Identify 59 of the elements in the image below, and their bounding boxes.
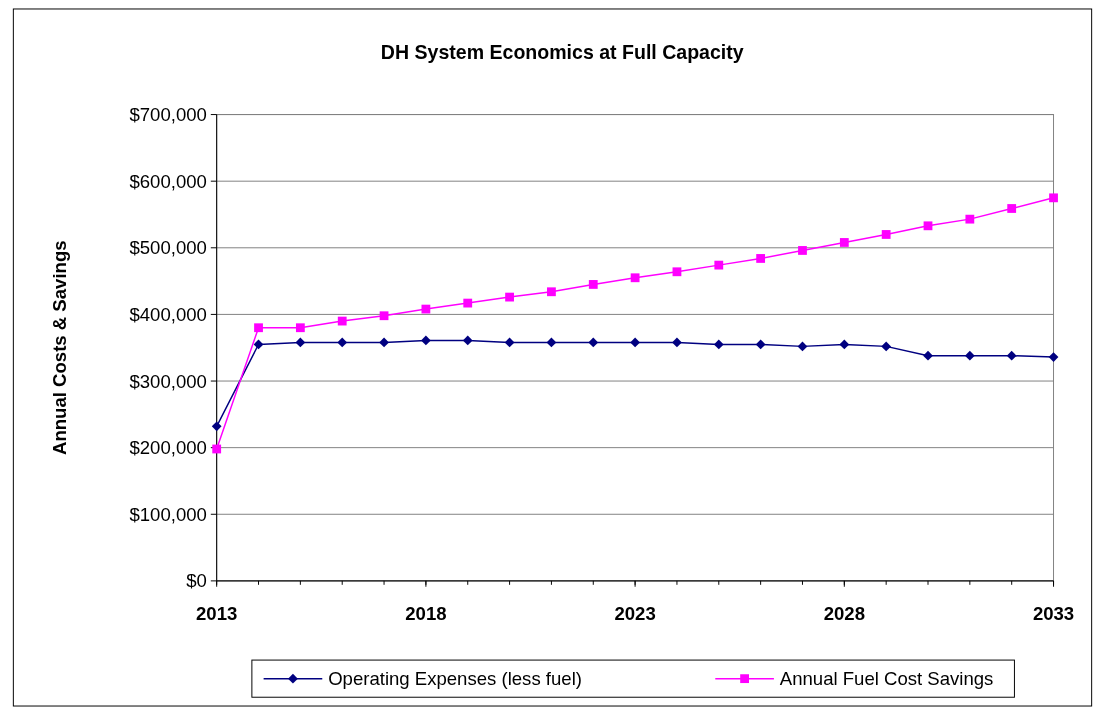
x-tick-label: 2028 bbox=[823, 602, 865, 624]
point bbox=[337, 316, 347, 326]
legend-label: Annual Fuel Cost Savings bbox=[779, 668, 994, 690]
point bbox=[463, 298, 473, 308]
x-tick-label: 2023 bbox=[614, 602, 656, 624]
point bbox=[421, 335, 431, 346]
point bbox=[211, 421, 222, 432]
point bbox=[672, 267, 682, 277]
y-tick-label: $300,000 bbox=[129, 370, 207, 392]
point bbox=[1007, 204, 1017, 213]
point bbox=[798, 246, 807, 255]
point bbox=[756, 254, 766, 263]
point bbox=[672, 337, 682, 348]
legend-label: Operating Expenses (less fuel) bbox=[328, 668, 582, 690]
point bbox=[630, 337, 640, 348]
point bbox=[755, 339, 766, 350]
point bbox=[295, 323, 305, 333]
point bbox=[964, 350, 975, 361]
point bbox=[337, 337, 348, 348]
point bbox=[839, 238, 849, 247]
point bbox=[1049, 193, 1058, 203]
y-tick-label: $0 bbox=[186, 570, 207, 592]
y-tick-label: $100,000 bbox=[129, 503, 207, 525]
y-tick-label: $400,000 bbox=[129, 303, 207, 325]
point bbox=[714, 260, 724, 270]
y-tick-label: $600,000 bbox=[129, 170, 207, 192]
point bbox=[421, 304, 431, 314]
y-tick-label: $500,000 bbox=[129, 237, 207, 259]
point bbox=[965, 214, 975, 224]
point bbox=[462, 335, 473, 346]
point bbox=[630, 273, 640, 283]
x-tick-label: 2013 bbox=[196, 602, 238, 624]
point bbox=[1048, 352, 1059, 362]
x-tick-label: 2018 bbox=[405, 602, 447, 624]
point bbox=[839, 339, 850, 350]
point bbox=[254, 323, 263, 333]
point bbox=[546, 337, 557, 348]
point bbox=[295, 337, 306, 348]
chart-title: DH System Economics at Full Capacity bbox=[380, 40, 744, 63]
point bbox=[923, 350, 933, 361]
x-tick-label: 2033 bbox=[1032, 602, 1075, 624]
point bbox=[713, 339, 724, 350]
point bbox=[212, 444, 222, 454]
y-tick-label: $200,000 bbox=[129, 437, 207, 459]
point bbox=[923, 221, 933, 231]
point bbox=[881, 230, 891, 239]
point bbox=[505, 292, 514, 302]
point bbox=[379, 337, 389, 348]
point bbox=[588, 280, 598, 289]
point bbox=[379, 311, 389, 321]
point bbox=[504, 337, 515, 348]
y-axis-title: Annual Costs & Savings bbox=[49, 240, 71, 455]
y-tick-label: $700,000 bbox=[129, 104, 207, 126]
point bbox=[588, 337, 599, 348]
point bbox=[253, 339, 264, 350]
point bbox=[1006, 350, 1017, 361]
point bbox=[797, 341, 808, 352]
point bbox=[881, 341, 892, 352]
point bbox=[547, 287, 556, 297]
